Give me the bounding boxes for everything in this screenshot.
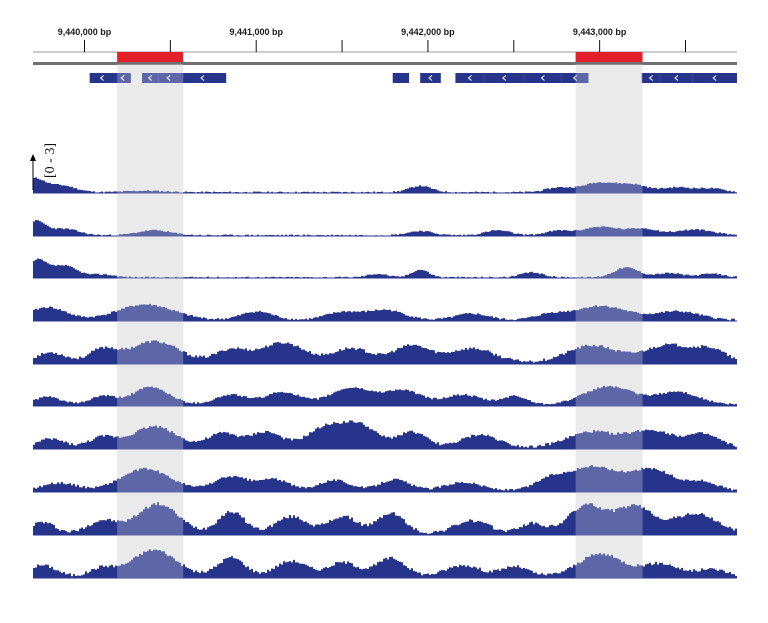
strand-arrow <box>502 75 507 81</box>
coverage-area <box>33 549 737 578</box>
gene-track <box>89 73 737 83</box>
strand-arrow <box>572 75 577 81</box>
gene-exon <box>641 73 661 83</box>
strand-arrow <box>166 75 171 81</box>
coverage-track-5 <box>33 340 737 365</box>
gene-exon <box>420 73 441 83</box>
coverage-track-2 <box>33 219 737 237</box>
coverage-area <box>33 303 737 321</box>
coverage-area <box>33 219 737 236</box>
coverage-track-8 <box>33 465 737 493</box>
coverage-track-9 <box>33 502 737 536</box>
highlight-overlay-1 <box>117 64 184 578</box>
gene-exon <box>484 73 525 83</box>
strand-arrow <box>467 75 472 81</box>
data-range-indicator: [0 - 3] <box>30 143 58 190</box>
strand-arrow <box>712 75 717 81</box>
gene-exon <box>392 73 410 83</box>
coverage-track-3 <box>33 258 737 279</box>
strand-arrow <box>648 75 653 81</box>
gene-exon <box>692 73 737 83</box>
coverage-area <box>33 502 737 535</box>
coverage-track-1 <box>33 177 737 194</box>
region-bar-1 <box>117 52 184 62</box>
strand-arrow <box>200 75 205 81</box>
coverage-area <box>33 177 737 193</box>
gene-exon <box>178 73 227 83</box>
tick-label: 9,441,000 bp <box>229 27 283 37</box>
tick-label: 9,443,000 bp <box>573 27 627 37</box>
coverage-area <box>33 258 737 278</box>
genomic-ruler: 9,440,000 bp 9,441,000 bp 9,442,000 bp 9,44… <box>33 27 737 65</box>
strand-arrow <box>540 75 545 81</box>
coverage-area <box>33 385 737 406</box>
gene-exon <box>455 73 485 83</box>
coverage-tracks <box>33 64 737 579</box>
coverage-track-10 <box>33 549 737 579</box>
strand-arrow <box>674 75 679 81</box>
gene-exon <box>89 73 115 83</box>
coverage-track-6 <box>33 385 737 407</box>
region-bar-2 <box>575 52 643 62</box>
gene-exon <box>561 73 589 83</box>
strand-arrow <box>99 75 104 81</box>
strand-arrow <box>147 75 153 81</box>
tick-label: 9,442,000 bp <box>401 27 455 37</box>
coverage-area <box>33 465 737 492</box>
coverage-track-4 <box>33 303 737 322</box>
gene-exon <box>158 73 179 83</box>
gene-exon <box>660 73 693 83</box>
highlight-overlay-2 <box>575 64 643 578</box>
tick-label: 9,440,000 bp <box>58 27 112 37</box>
gene-exon <box>142 73 159 83</box>
gene-exon <box>114 73 131 83</box>
strand-arrow <box>120 75 125 81</box>
chromosome-line <box>33 62 737 65</box>
gene-exon <box>524 73 562 83</box>
coverage-area <box>33 420 737 449</box>
data-range-label: [0 - 3] <box>43 143 58 178</box>
coverage-area <box>33 340 737 364</box>
strand-arrow <box>428 75 433 81</box>
coverage-track-7 <box>33 420 737 450</box>
